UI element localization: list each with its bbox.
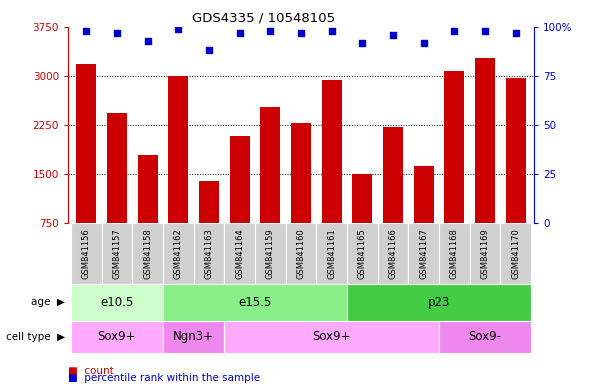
Bar: [163, 321, 224, 353]
Point: [480, 28, 490, 34]
Text: Sox9+: Sox9+: [98, 330, 136, 343]
Text: GSM841164: GSM841164: [235, 228, 244, 279]
Bar: [137, 156, 158, 223]
Text: e15.5: e15.5: [238, 296, 271, 309]
Point: [173, 26, 183, 32]
Text: cell type  ▶: cell type ▶: [6, 331, 65, 342]
Bar: [107, 113, 127, 223]
Point: [450, 28, 459, 34]
Bar: [414, 166, 434, 223]
Text: GSM841170: GSM841170: [511, 228, 520, 279]
Bar: [163, 223, 194, 284]
Text: GSM841158: GSM841158: [143, 228, 152, 279]
Bar: [71, 223, 101, 284]
Bar: [475, 58, 495, 223]
Bar: [500, 223, 531, 284]
Text: Sox9+: Sox9+: [312, 330, 351, 343]
Bar: [444, 71, 464, 223]
Text: e10.5: e10.5: [100, 296, 133, 309]
Bar: [316, 223, 347, 284]
Bar: [347, 223, 378, 284]
Bar: [163, 284, 347, 321]
Bar: [71, 321, 163, 353]
Bar: [506, 78, 526, 223]
Point: [511, 30, 520, 36]
Bar: [194, 223, 224, 284]
Bar: [439, 223, 470, 284]
Point: [388, 31, 398, 38]
Point: [266, 28, 275, 34]
Point: [112, 30, 122, 36]
Point: [204, 47, 214, 53]
Point: [419, 40, 428, 46]
Text: GSM841166: GSM841166: [388, 228, 398, 279]
Bar: [71, 284, 163, 321]
Text: ■  count: ■ count: [68, 366, 114, 376]
Bar: [260, 106, 280, 223]
Text: GSM841167: GSM841167: [419, 228, 428, 279]
Point: [327, 28, 336, 34]
Text: age  ▶: age ▶: [31, 297, 65, 308]
Text: GSM841161: GSM841161: [327, 228, 336, 279]
Text: ■  percentile rank within the sample: ■ percentile rank within the sample: [68, 373, 260, 383]
Bar: [439, 321, 531, 353]
Bar: [378, 223, 408, 284]
Bar: [224, 321, 439, 353]
Text: GSM841160: GSM841160: [296, 228, 306, 279]
Text: p23: p23: [428, 296, 450, 309]
Bar: [255, 223, 286, 284]
Point: [143, 38, 152, 44]
Point: [235, 30, 244, 36]
Bar: [286, 223, 316, 284]
Bar: [224, 223, 255, 284]
Point: [81, 28, 91, 34]
Text: GSM841168: GSM841168: [450, 228, 458, 279]
Text: GSM841169: GSM841169: [480, 228, 489, 279]
Bar: [352, 174, 372, 223]
Bar: [408, 223, 439, 284]
Bar: [347, 284, 531, 321]
Bar: [168, 76, 188, 223]
Bar: [291, 123, 311, 223]
Point: [358, 40, 367, 46]
Bar: [199, 181, 219, 223]
Text: GSM841156: GSM841156: [82, 228, 91, 279]
Text: GSM841163: GSM841163: [204, 228, 214, 279]
Bar: [383, 127, 403, 223]
Text: GSM841165: GSM841165: [358, 228, 367, 279]
Bar: [101, 223, 132, 284]
Point: [296, 30, 306, 36]
Text: GSM841159: GSM841159: [266, 228, 275, 279]
Text: Sox9-: Sox9-: [468, 330, 502, 343]
Bar: [322, 80, 342, 223]
Text: GSM841157: GSM841157: [113, 228, 122, 279]
Bar: [470, 223, 500, 284]
Text: GSM841162: GSM841162: [173, 228, 183, 279]
Text: Ngn3+: Ngn3+: [173, 330, 214, 343]
Bar: [230, 136, 250, 223]
Bar: [76, 64, 96, 223]
Title: GDS4335 / 10548105: GDS4335 / 10548105: [192, 11, 335, 24]
Bar: [132, 223, 163, 284]
